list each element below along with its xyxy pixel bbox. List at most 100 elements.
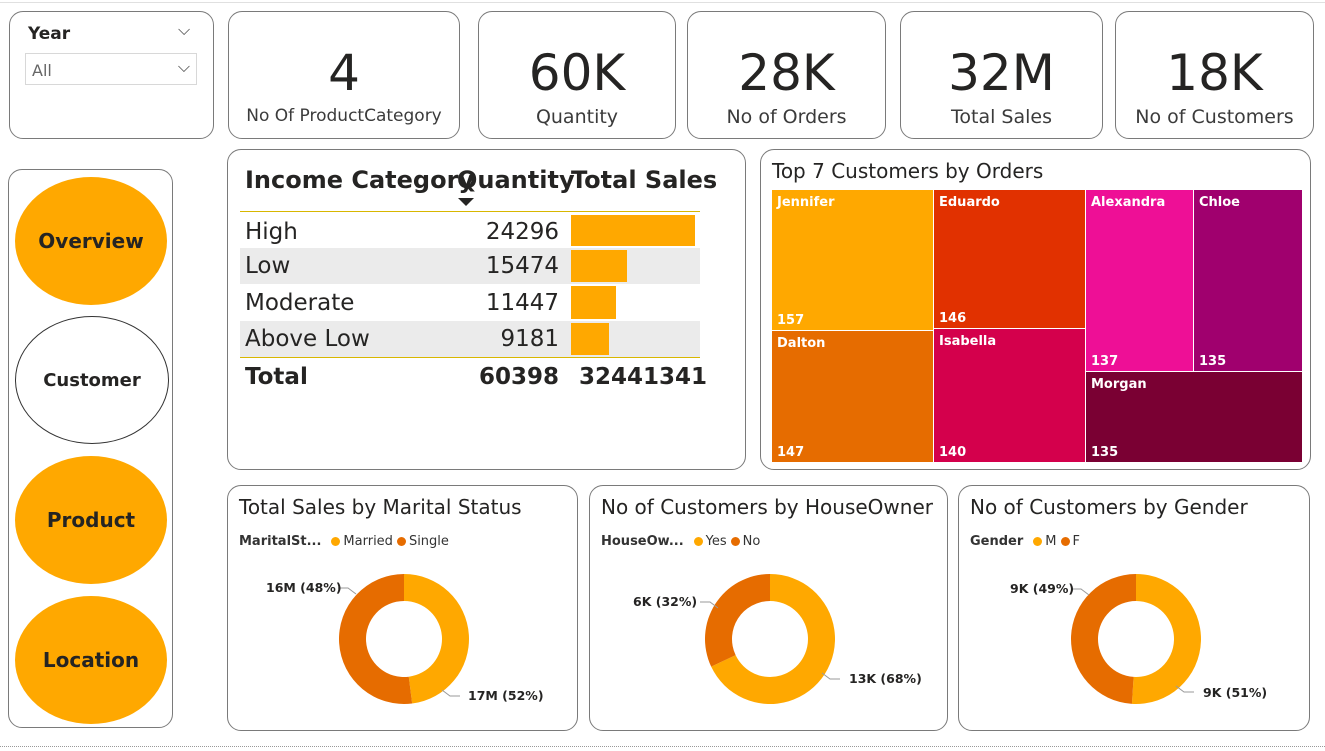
year-slicer: Year ⌵ All ⌵ <box>9 11 214 139</box>
kpi-label: No of Orders <box>726 106 847 128</box>
chart-legend: HouseOw... Yes No <box>601 534 760 549</box>
row-category: Moderate <box>245 290 355 316</box>
donut-slice-no[interactable] <box>705 574 770 667</box>
kpi-value: 18K <box>1166 44 1263 102</box>
houseowner-donut[interactable] <box>590 486 949 732</box>
donut-slice-married[interactable] <box>404 574 470 704</box>
legend-item[interactable]: Single <box>408 534 449 549</box>
nav-customer-button[interactable]: Customer <box>15 316 169 444</box>
donut-slice-f[interactable] <box>1071 574 1136 704</box>
gender-donut[interactable] <box>959 486 1311 732</box>
total-divider <box>240 357 700 358</box>
row-quantity: 24296 <box>485 219 559 245</box>
marital-status-donut-card: Total Sales by Marital Status MaritalSt.… <box>227 485 578 731</box>
total-quantity: 60398 <box>478 364 559 390</box>
kpi-label: No of Customers <box>1135 106 1294 128</box>
leader-line <box>821 672 840 680</box>
total-label: Total <box>245 364 308 390</box>
slicer-title: Year <box>28 24 71 44</box>
total-row: Total 60398 32441341 <box>240 358 707 398</box>
legend-item[interactable]: M <box>1045 534 1057 549</box>
donut-slice-single[interactable] <box>339 574 413 704</box>
marital-status-donut[interactable] <box>228 486 579 732</box>
kpi-label: Total Sales <box>951 106 1052 128</box>
kpi-label: Quantity <box>535 106 619 128</box>
slice-label: 6K (32%) <box>633 594 698 609</box>
row-quantity: 9181 <box>500 326 559 352</box>
year-dropdown-value: All <box>32 61 52 80</box>
legend-dot <box>1033 537 1043 546</box>
chart-legend: MaritalSt... Married Single <box>239 534 449 549</box>
legend-dot <box>331 537 341 546</box>
slice-label: 13K (68%) <box>849 671 922 686</box>
table-row[interactable]: Low 15474 <box>240 248 700 284</box>
table-row[interactable]: Moderate 11447 <box>240 284 700 321</box>
table-header-quantity[interactable]: Quantity <box>457 166 575 194</box>
leader-line <box>1071 588 1090 596</box>
nav-product-button[interactable]: Product <box>15 456 167 584</box>
table-header-total-sales[interactable]: Total Sales <box>571 166 718 194</box>
top-divider <box>0 2 1325 3</box>
legend-dot <box>693 537 703 546</box>
kpi-value: 4 <box>328 44 360 102</box>
kpi-value: 28K <box>738 44 835 102</box>
slice-label: 16M (48%) <box>266 580 342 595</box>
total-sales: 32441341 <box>579 364 708 390</box>
chart-title: No of Customers by Gender <box>970 495 1248 519</box>
kpi-card-customers: 18K No of Customers <box>1115 11 1314 139</box>
table-row[interactable]: Above Low 9181 <box>240 321 700 357</box>
sales-bar <box>571 250 627 282</box>
bottom-divider <box>0 746 1325 747</box>
leader-line <box>700 601 719 609</box>
kpi-label: No Of ProductCategory <box>246 106 442 126</box>
row-quantity: 15474 <box>485 253 559 279</box>
row-category: Low <box>245 253 291 279</box>
slice-label: 9K (51%) <box>1203 685 1268 700</box>
table-header-category[interactable]: Income Category <box>245 166 475 194</box>
legend-title: MaritalSt... <box>239 534 322 549</box>
kpi-card-orders: 28K No of Orders <box>687 11 886 139</box>
treemap-cell-dalton[interactable]: Dalton 147 <box>772 331 933 462</box>
nav-location-button[interactable]: Location <box>15 596 167 724</box>
kpi-value: 60K <box>528 44 626 102</box>
slice-label: 9K (49%) <box>1010 581 1075 596</box>
slice-label: 17M (52%) <box>468 688 544 703</box>
legend-item[interactable]: No <box>742 534 761 549</box>
treemap-cell-chloe[interactable]: Chloe 135 <box>1194 190 1302 371</box>
row-category: Above Low <box>245 326 370 352</box>
treemap-cell-eduardo[interactable]: Eduardo 146 <box>934 190 1085 328</box>
legend-title: Gender <box>970 534 1024 549</box>
row-category: High <box>245 219 298 245</box>
table-row[interactable]: High 24296 <box>240 213 700 248</box>
houseowner-donut-card: No of Customers by HouseOwner HouseOw...… <box>589 485 948 731</box>
legend-title: HouseOw... <box>601 534 684 549</box>
treemap: Jennifer 157 Dalton 147 Eduardo 146 Isab… <box>772 190 1302 462</box>
leader-line <box>441 689 460 697</box>
nav-overview-button[interactable]: Overview <box>15 177 167 305</box>
chevron-down-icon: ⌵ <box>177 57 190 76</box>
legend-dot <box>396 537 406 546</box>
chevron-down-icon[interactable]: ⌵ <box>178 20 191 39</box>
kpi-value: 32M <box>948 44 1055 102</box>
donut-slice-m[interactable] <box>1131 574 1201 704</box>
donut-slice-yes[interactable] <box>711 574 835 704</box>
legend-item[interactable]: F <box>1072 534 1080 549</box>
sales-bar <box>571 215 695 246</box>
legend-item[interactable]: Married <box>343 534 393 549</box>
header-divider <box>240 211 700 212</box>
legend-dot <box>1060 537 1070 546</box>
treemap-cell-jennifer[interactable]: Jennifer 157 <box>772 190 933 330</box>
leader-line <box>1175 685 1194 693</box>
legend-dot <box>730 537 740 546</box>
chart-legend: Gender M F <box>970 534 1080 549</box>
sort-desc-icon <box>458 198 474 206</box>
row-quantity: 11447 <box>485 290 559 316</box>
treemap-cell-morgan[interactable]: Morgan 135 <box>1086 372 1302 462</box>
treemap-cell-alexandra[interactable]: Alexandra 137 <box>1086 190 1193 371</box>
kpi-card-product-category: 4 No Of ProductCategory <box>228 11 460 139</box>
kpi-card-total-sales: 32M Total Sales <box>900 11 1103 139</box>
legend-item[interactable]: Yes <box>705 534 727 549</box>
year-dropdown[interactable]: All ⌵ <box>25 53 197 85</box>
treemap-cell-isabella[interactable]: Isabella 140 <box>934 329 1085 462</box>
kpi-card-quantity: 60K Quantity <box>478 11 676 139</box>
